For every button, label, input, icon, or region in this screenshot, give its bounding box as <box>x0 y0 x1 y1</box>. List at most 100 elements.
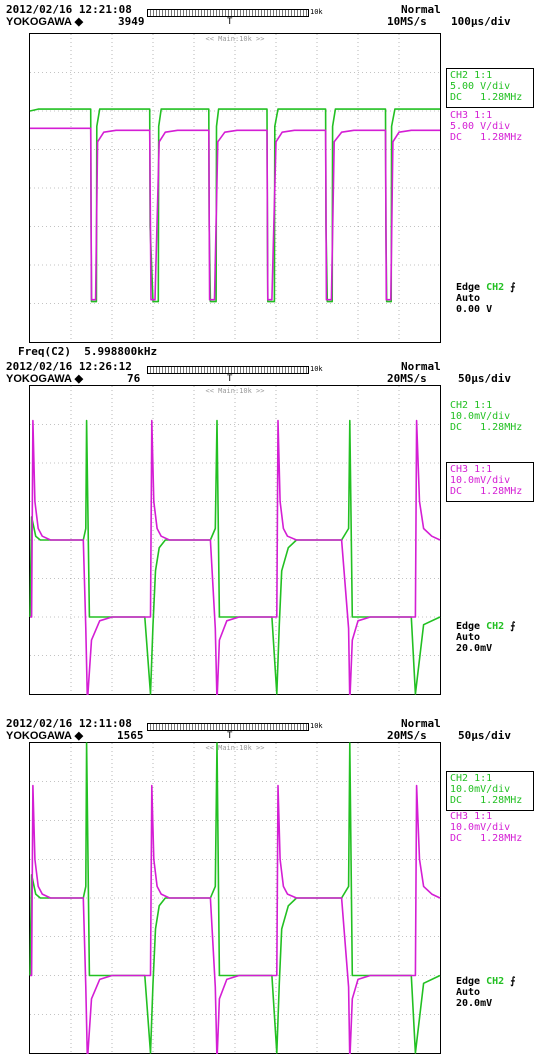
trigger-type: Edge <box>456 621 481 632</box>
scope-panel-1: 2012/02/16 12:21:08 YOKOGAWA ◆ 3949 10k … <box>0 0 536 358</box>
trigger-mode: Normal <box>401 360 441 373</box>
ch2-bandwidth: 1.28MHz <box>480 795 523 806</box>
datetime: 2012/02/16 12:11:08 <box>6 717 132 730</box>
ch2-info: CH2 1:1 10.0mV/div DC 1.28MHz <box>450 400 522 433</box>
rising-edge-icon: ⨍ <box>510 621 516 632</box>
frequency-readout: Freq(C2) 5.998800kHz <box>18 345 158 358</box>
trigger-mode: Normal <box>401 717 441 730</box>
ch3-scale: 10.0mV/div <box>450 822 511 833</box>
trigger-info: Edge CH2 ⨍ Auto 20.0mV <box>456 621 515 654</box>
ch3-probe: 1:1 <box>474 811 493 822</box>
trigger-mode-value: Auto <box>456 632 481 643</box>
main-label: << Main:10k >> <box>205 35 264 43</box>
trigger-source: CH2 <box>486 282 505 293</box>
ch3-info: CH3 1:1 10.0mV/div DC 1.28MHz <box>450 464 522 497</box>
ch3-probe: 1:1 <box>474 110 493 121</box>
ch3-coupling: DC <box>450 486 463 497</box>
trigger-level: 0.00 V <box>456 304 493 315</box>
series-ch3-trace <box>30 419 441 695</box>
ch3-bandwidth: 1.28MHz <box>480 833 523 844</box>
ch2-info-box <box>446 68 534 108</box>
timebase: 50μs/div <box>458 729 511 742</box>
ch3-name: CH3 <box>450 811 469 822</box>
ch2-coupling: DC <box>450 795 463 806</box>
waveform-screen: << Main:10k >> <box>29 742 441 1054</box>
ch3-scale: 10.0mV/div <box>450 475 511 486</box>
record-length: 10k <box>310 365 323 373</box>
ch3-bandwidth: 1.28MHz <box>480 132 523 143</box>
sample-rate: 10MS/s <box>387 15 427 28</box>
trigger-mode-value: Auto <box>456 293 481 304</box>
series-ch3-trace <box>30 127 440 301</box>
ch2-info-box <box>446 771 534 811</box>
brand-logo: YOKOGAWA ◆ <box>6 373 84 385</box>
timebase: 100μs/div <box>451 15 511 28</box>
ch2-info: CH2 1:1 5.00 V/div DC 1.28MHz <box>450 70 522 103</box>
trigger-type: Edge <box>456 976 481 987</box>
acq-count: 76 <box>127 372 141 385</box>
ch2-probe: 1:1 <box>474 70 493 81</box>
record-length: 10k <box>310 8 323 16</box>
ch2-scale: 10.0mV/div <box>450 784 511 795</box>
record-bar <box>147 9 309 17</box>
series-ch2-trace <box>29 108 440 303</box>
record-bar <box>147 366 309 374</box>
trigger-position-icon: T <box>227 731 233 741</box>
trigger-source: CH2 <box>486 621 505 632</box>
series-ch2-trace <box>29 419 441 695</box>
record-bar <box>147 723 309 731</box>
waveform-screen: << Main:10k >> <box>29 33 441 343</box>
timebase: 50μs/div <box>458 372 511 385</box>
ch3-info: CH3 1:1 10.0mV/div DC 1.28MHz <box>450 811 522 844</box>
trigger-level: 20.0mV <box>456 643 493 654</box>
ch2-probe: 1:1 <box>474 400 493 411</box>
ch3-name: CH3 <box>450 464 469 475</box>
ch3-info: CH3 1:1 5.00 V/div DC 1.28MHz <box>450 110 522 143</box>
brand-logo: YOKOGAWA ◆ <box>6 16 84 28</box>
acq-count: 1565 <box>117 729 144 742</box>
trigger-mode-value: Auto <box>456 987 481 998</box>
ch2-probe: 1:1 <box>474 773 493 784</box>
ch3-bandwidth: 1.28MHz <box>480 486 523 497</box>
trigger-mode: Normal <box>401 3 441 16</box>
trigger-position-icon: T <box>227 17 233 27</box>
ch2-scale: 10.0mV/div <box>450 411 511 422</box>
acq-count: 3949 <box>118 15 145 28</box>
trigger-info: Edge CH2 ⨍ Auto 0.00 V <box>456 282 515 315</box>
trigger-type: Edge <box>456 282 481 293</box>
ch3-name: CH3 <box>450 110 469 121</box>
datetime: 2012/02/16 12:21:08 <box>6 3 132 16</box>
rising-edge-icon: ⨍ <box>510 282 516 293</box>
ch3-coupling: DC <box>450 833 463 844</box>
scope-panel-2: 2012/02/16 12:26:12 YOKOGAWA ◆ 76 10k T … <box>0 357 536 702</box>
ch2-name: CH2 <box>450 70 469 81</box>
ch3-coupling: DC <box>450 132 463 143</box>
trigger-source: CH2 <box>486 976 505 987</box>
datetime: 2012/02/16 12:26:12 <box>6 360 132 373</box>
series-ch3-trace <box>30 784 441 1054</box>
ch2-name: CH2 <box>450 400 469 411</box>
ch3-scale: 5.00 V/div <box>450 121 511 132</box>
ch2-bandwidth: 1.28MHz <box>480 422 523 433</box>
main-label: << Main:10k >> <box>205 387 264 395</box>
main-label: << Main:10k >> <box>205 744 264 752</box>
trigger-position-icon: T <box>227 374 233 384</box>
brand-logo: YOKOGAWA ◆ <box>6 730 84 742</box>
series-ch2-trace <box>29 742 441 1054</box>
ch2-coupling: DC <box>450 92 463 103</box>
rising-edge-icon: ⨍ <box>510 976 516 987</box>
waveform-screen: << Main:10k >> <box>29 385 441 695</box>
ch2-coupling: DC <box>450 422 463 433</box>
ch3-info-box <box>446 462 534 502</box>
sample-rate: 20MS/s <box>387 372 427 385</box>
ch2-bandwidth: 1.28MHz <box>480 92 523 103</box>
scope-panel-3: 2012/02/16 12:11:08 YOKOGAWA ◆ 1565 10k … <box>0 714 536 1060</box>
ch3-probe: 1:1 <box>474 464 493 475</box>
ch2-info: CH2 1:1 10.0mV/div DC 1.28MHz <box>450 773 522 806</box>
trigger-level: 20.0mV <box>456 998 493 1009</box>
trigger-info: Edge CH2 ⨍ Auto 20.0mV <box>456 976 515 1009</box>
ch2-name: CH2 <box>450 773 469 784</box>
ch2-scale: 5.00 V/div <box>450 81 511 92</box>
record-length: 10k <box>310 722 323 730</box>
sample-rate: 20MS/s <box>387 729 427 742</box>
